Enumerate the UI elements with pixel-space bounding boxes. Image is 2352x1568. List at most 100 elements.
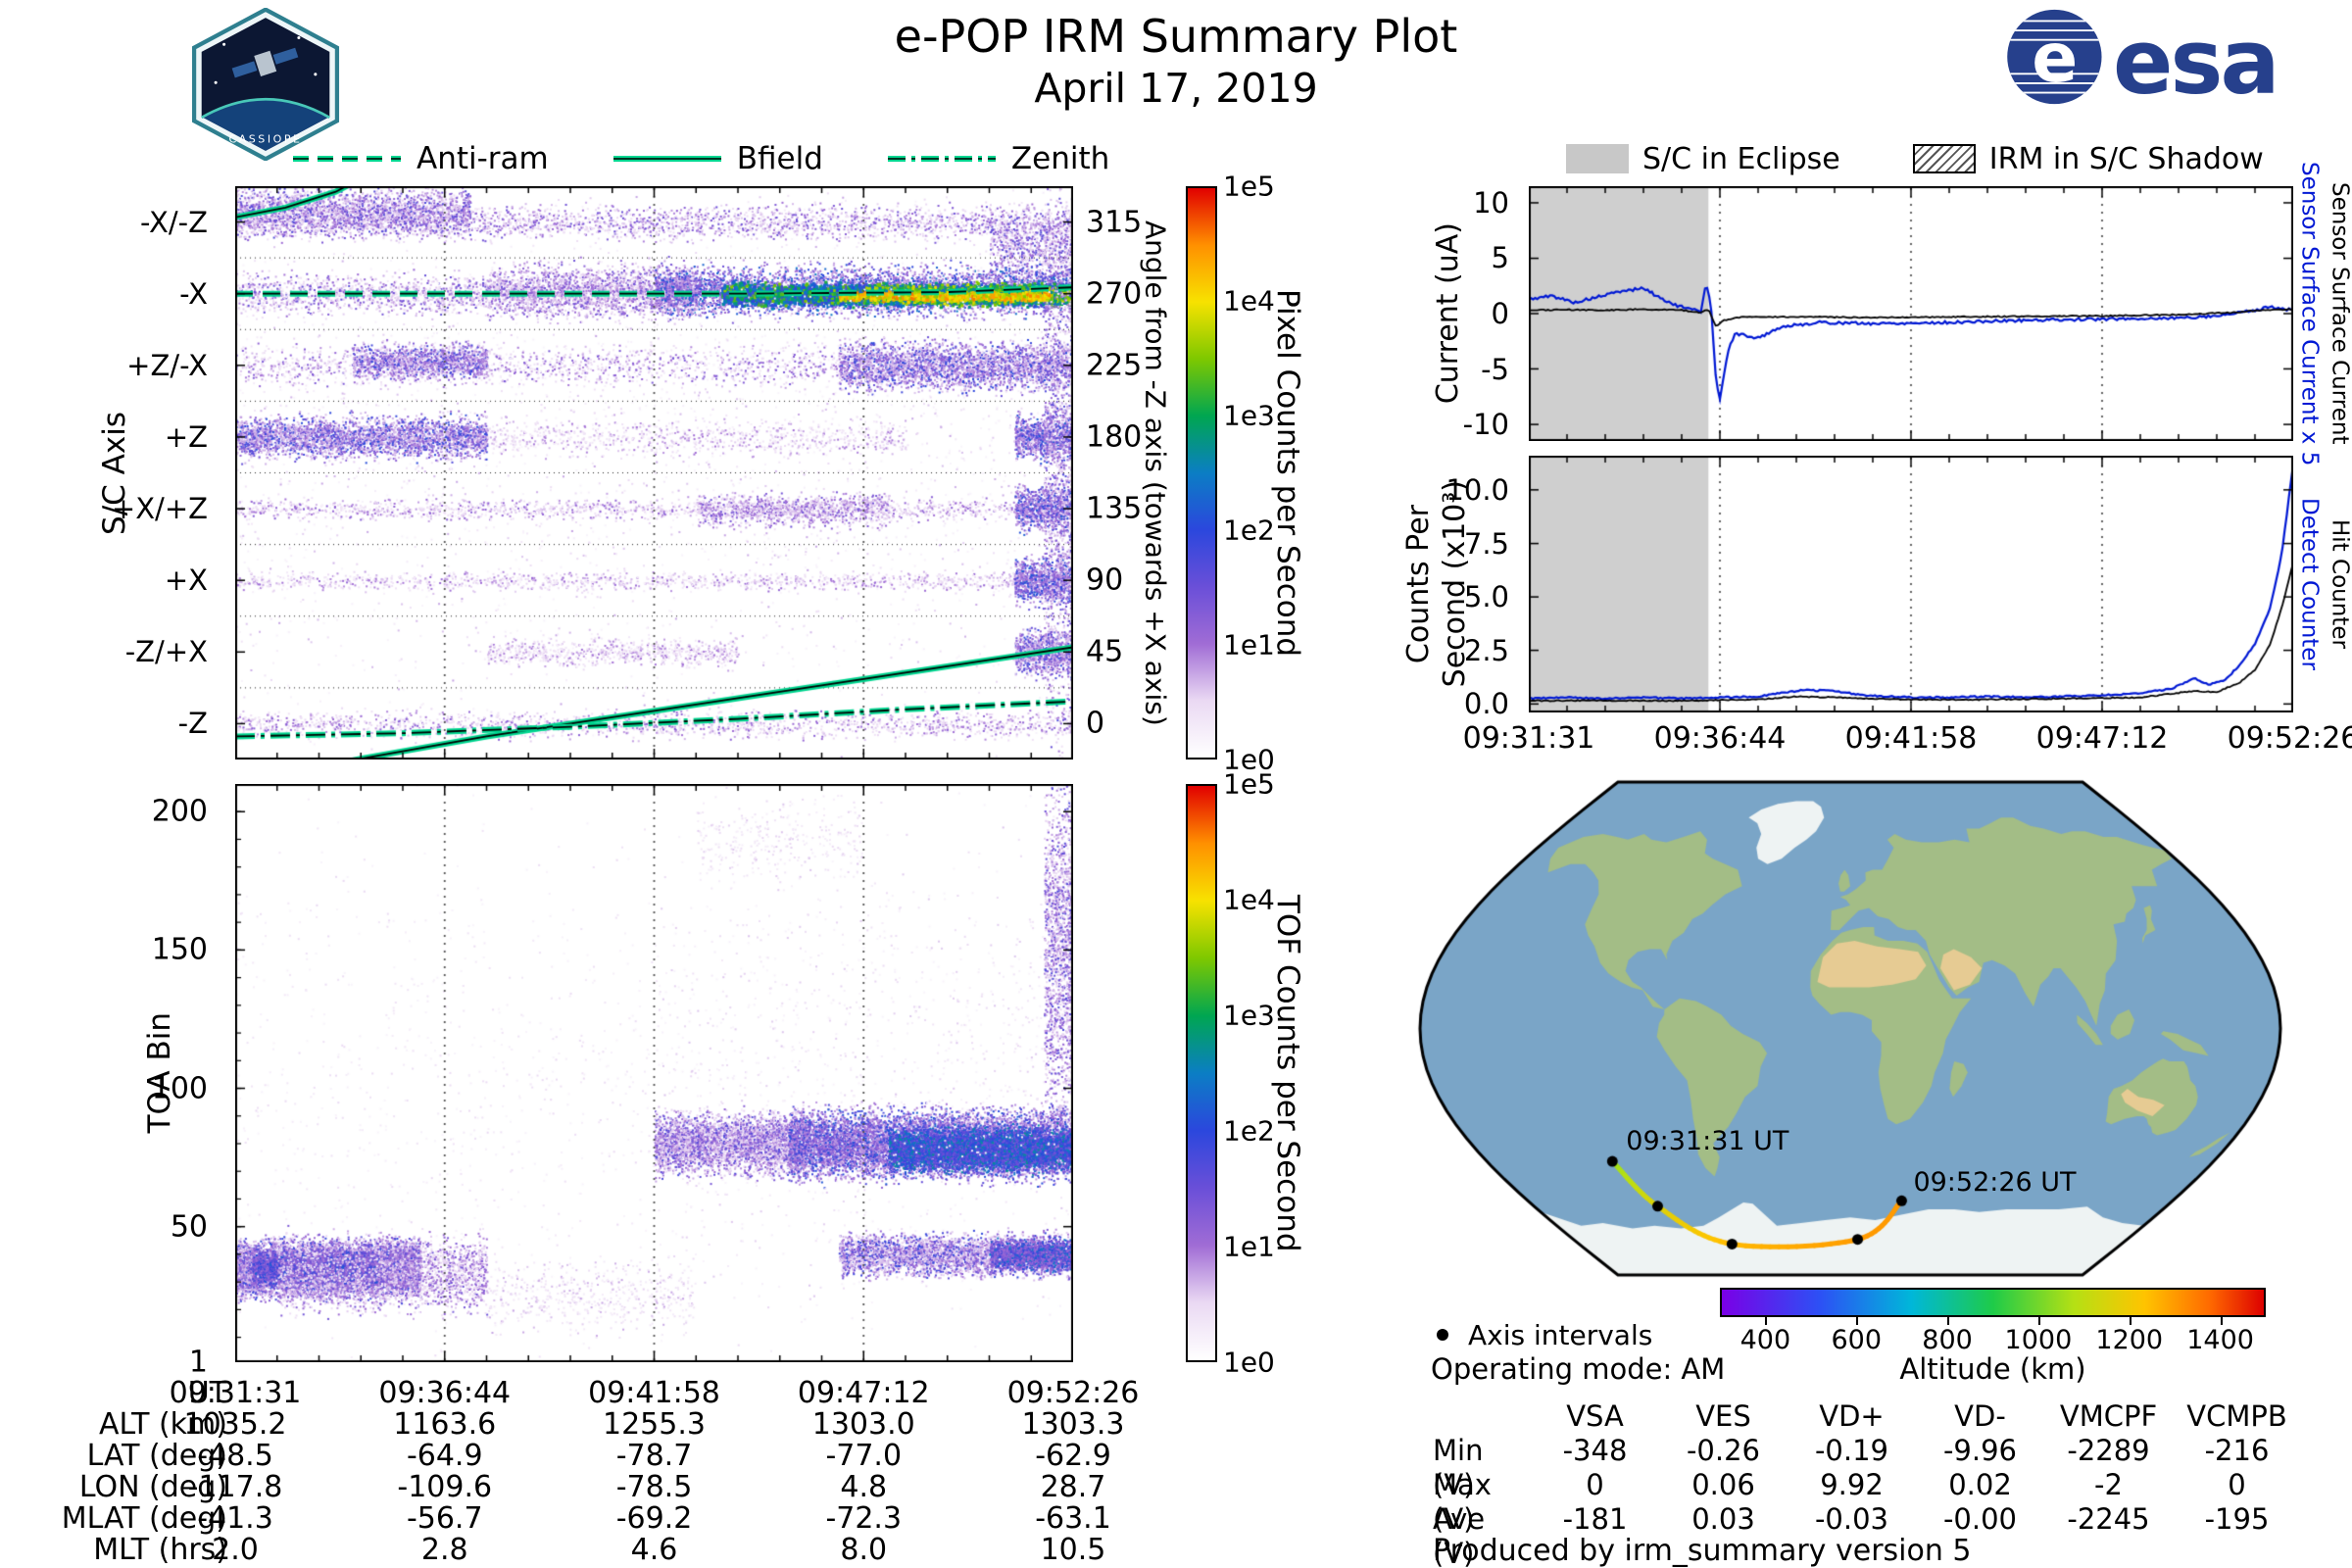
voltage-table-row: Max (V) 0 0.06 9.92 0.02 -2 0 bbox=[1433, 1468, 2301, 1536]
tick-label: 1e0 bbox=[1223, 743, 1275, 776]
voltage-table-corner bbox=[1433, 1399, 1531, 1434]
legend-label-bfield: Bfield bbox=[736, 141, 823, 176]
operating-mode-text: Operating mode: AM bbox=[1431, 1352, 1726, 1386]
altitude-tick-label: 800 bbox=[1922, 1325, 1973, 1355]
voltage-cell: 9.92 bbox=[1820, 1468, 1884, 1501]
voltage-cell: -9.96 bbox=[1942, 1434, 2018, 1467]
patch-name-text: CASSIOPE bbox=[228, 132, 302, 145]
tick-label: 45 bbox=[1086, 634, 1124, 669]
legend-label-zenith: Zenith bbox=[1010, 141, 1110, 176]
altitude-tick-mark bbox=[1765, 1317, 1768, 1325]
tick-label: 10.0 bbox=[1446, 472, 1509, 507]
eclipse-legend: S/C in Eclipse IRM in S/C Shadow bbox=[1566, 141, 2264, 176]
tick-label: -X/-Z bbox=[140, 205, 208, 239]
voltage-row-label: Ave (V) bbox=[1433, 1502, 1486, 1568]
legend-label-anti-ram: Anti-ram bbox=[416, 141, 549, 176]
tick-label: 2.5 bbox=[1463, 633, 1509, 667]
zenith-line-sample bbox=[887, 156, 996, 162]
tick-label: 1e3 bbox=[1223, 399, 1275, 432]
voltage-cell: -181 bbox=[1562, 1502, 1628, 1536]
altitude-colorbar-label: Altitude (km) bbox=[1899, 1352, 2086, 1386]
tick-label: -Z/+X bbox=[124, 635, 208, 669]
voltage-cell: 0.03 bbox=[1691, 1502, 1755, 1536]
counts-ylabel-line1: Counts Per bbox=[1401, 504, 1436, 664]
altitude-colorbar bbox=[1720, 1288, 2266, 1317]
voltage-cell: 0 bbox=[2228, 1468, 2246, 1501]
pixel-colorbar-ticks: 1e5 1e4 1e3 1e2 1e1 1e0 bbox=[1223, 171, 1292, 776]
current-chart-canvas bbox=[1529, 186, 2293, 441]
tick-label: -10 bbox=[1462, 408, 1509, 442]
voltage-cell: -0.19 bbox=[1814, 1434, 1889, 1467]
tick-label: -5 bbox=[1481, 352, 1509, 386]
tick-label: 135 bbox=[1086, 491, 1143, 526]
ephemeris-row-label: LON (deg) bbox=[78, 1470, 227, 1504]
tick-label: 200 bbox=[151, 794, 208, 829]
tick-label: 5 bbox=[1491, 241, 1509, 275]
x-tick-label: 09:52:26 bbox=[2227, 721, 2352, 756]
tick-label: 1e5 bbox=[1223, 767, 1275, 801]
tof-colorbar-label: TOF Counts per Second bbox=[1270, 894, 1305, 1252]
legend-label-irm-shadow: IRM in S/C Shadow bbox=[1988, 141, 2264, 176]
ephemeris-column: 09:36:44 1163.6 -64.9 -109.6 -56.7 2.8 bbox=[327, 1378, 563, 1566]
voltage-cell: 0.02 bbox=[1948, 1468, 2012, 1501]
voltage-column-header: VD- bbox=[1954, 1399, 2006, 1433]
ephemeris-cell: 09:31:31 bbox=[169, 1376, 302, 1410]
ephemeris-cell: 09:36:44 bbox=[378, 1376, 512, 1410]
toa-spectrogram-canvas bbox=[235, 784, 1073, 1362]
altitude-tick-label: 400 bbox=[1740, 1325, 1791, 1355]
voltage-cell: -0.26 bbox=[1686, 1434, 1761, 1467]
ephemeris-cell: -63.1 bbox=[1035, 1501, 1111, 1536]
voltage-cell: 0 bbox=[1586, 1468, 1604, 1501]
ephemeris-row-label: LAT (deg) bbox=[86, 1439, 227, 1473]
current-yticks: 10 5 0 -5 -10 bbox=[1463, 186, 1519, 441]
tick-label: 7.5 bbox=[1463, 526, 1509, 561]
voltage-cell: -0.03 bbox=[1814, 1502, 1889, 1536]
ephemeris-cell: -78.5 bbox=[615, 1470, 693, 1504]
voltage-cell: -2 bbox=[2094, 1468, 2123, 1501]
current-right-label-black: Sensor Surface Current bbox=[2327, 182, 2352, 445]
ephemeris-cell: 28.7 bbox=[1040, 1470, 1106, 1504]
ephemeris-cell: 2.0 bbox=[212, 1533, 259, 1567]
ephemeris-cell: -78.7 bbox=[615, 1439, 693, 1473]
ephemeris-cell: -56.7 bbox=[406, 1501, 483, 1536]
tick-label: +Z bbox=[164, 419, 208, 454]
tick-label: 1e2 bbox=[1223, 1114, 1275, 1148]
x-tick-label: 09:31:31 bbox=[1462, 721, 1595, 756]
anti-ram-line-sample bbox=[293, 156, 401, 162]
ephemeris-column: 09:52:26 1303.3 -62.9 28.7 -63.1 10.5 bbox=[956, 1378, 1191, 1566]
tick-label: 1e3 bbox=[1223, 999, 1275, 1032]
voltage-column-header: VES bbox=[1695, 1399, 1751, 1433]
ephemeris-row-label: MLT (hrs) bbox=[93, 1533, 227, 1567]
voltage-cell: -216 bbox=[2204, 1434, 2270, 1467]
altitude-tick-mark bbox=[1947, 1317, 1950, 1325]
tick-label: 0.0 bbox=[1463, 687, 1509, 721]
tick-label: -Z bbox=[177, 707, 208, 741]
tick-label: +X bbox=[164, 564, 208, 598]
ephemeris-cell: 1035.2 bbox=[183, 1407, 287, 1442]
altitude-colorbar-ticks: 400 600 800 1000 1200 1400 bbox=[1720, 1317, 2266, 1356]
ephemeris-column: 09:47:12 1303.0 -77.0 4.8 -72.3 8.0 bbox=[746, 1378, 981, 1566]
esa-wordmark: esa bbox=[2113, 12, 2278, 108]
x-tick-label: 09:36:44 bbox=[1653, 721, 1787, 756]
ephemeris-cell: 1255.3 bbox=[603, 1407, 706, 1442]
tick-label: 1e2 bbox=[1223, 514, 1275, 547]
ephemeris-cell: 4.6 bbox=[630, 1533, 678, 1567]
altitude-tick-mark bbox=[2037, 1317, 2040, 1325]
altitude-tick-mark bbox=[1856, 1317, 1859, 1325]
pixel-colorbar-label: Pixel Counts per Second bbox=[1270, 288, 1305, 658]
voltage-cell: -2289 bbox=[2067, 1434, 2150, 1467]
pixel-row-labels: -X/-Z -X +Z/-X +Z +X/+Z +X -Z/+X -Z bbox=[47, 186, 218, 760]
voltage-row-label: Max (V) bbox=[1433, 1468, 1492, 1536]
altitude-tick-label: 1400 bbox=[2186, 1325, 2254, 1355]
voltage-column-header: VSA bbox=[1566, 1399, 1624, 1433]
tick-label: +Z/-X bbox=[126, 348, 208, 382]
esa-logo: e esa bbox=[2007, 9, 2280, 108]
voltage-row-label: Min (V) bbox=[1433, 1434, 1484, 1501]
ephemeris-column: 09:31:31 1035.2 -48.5 -117.8 -41.3 2.0 bbox=[118, 1378, 353, 1566]
counts-yticks: 10.0 7.5 5.0 2.5 0.0 bbox=[1446, 456, 1519, 720]
tick-label: 1e5 bbox=[1223, 170, 1275, 203]
current-right-label-blue: Sensor Surface Current x 5 bbox=[2296, 161, 2323, 466]
tick-label: 150 bbox=[151, 932, 208, 967]
tick-label: 50 bbox=[170, 1209, 208, 1245]
irm-shadow-swatch bbox=[1912, 144, 1976, 173]
